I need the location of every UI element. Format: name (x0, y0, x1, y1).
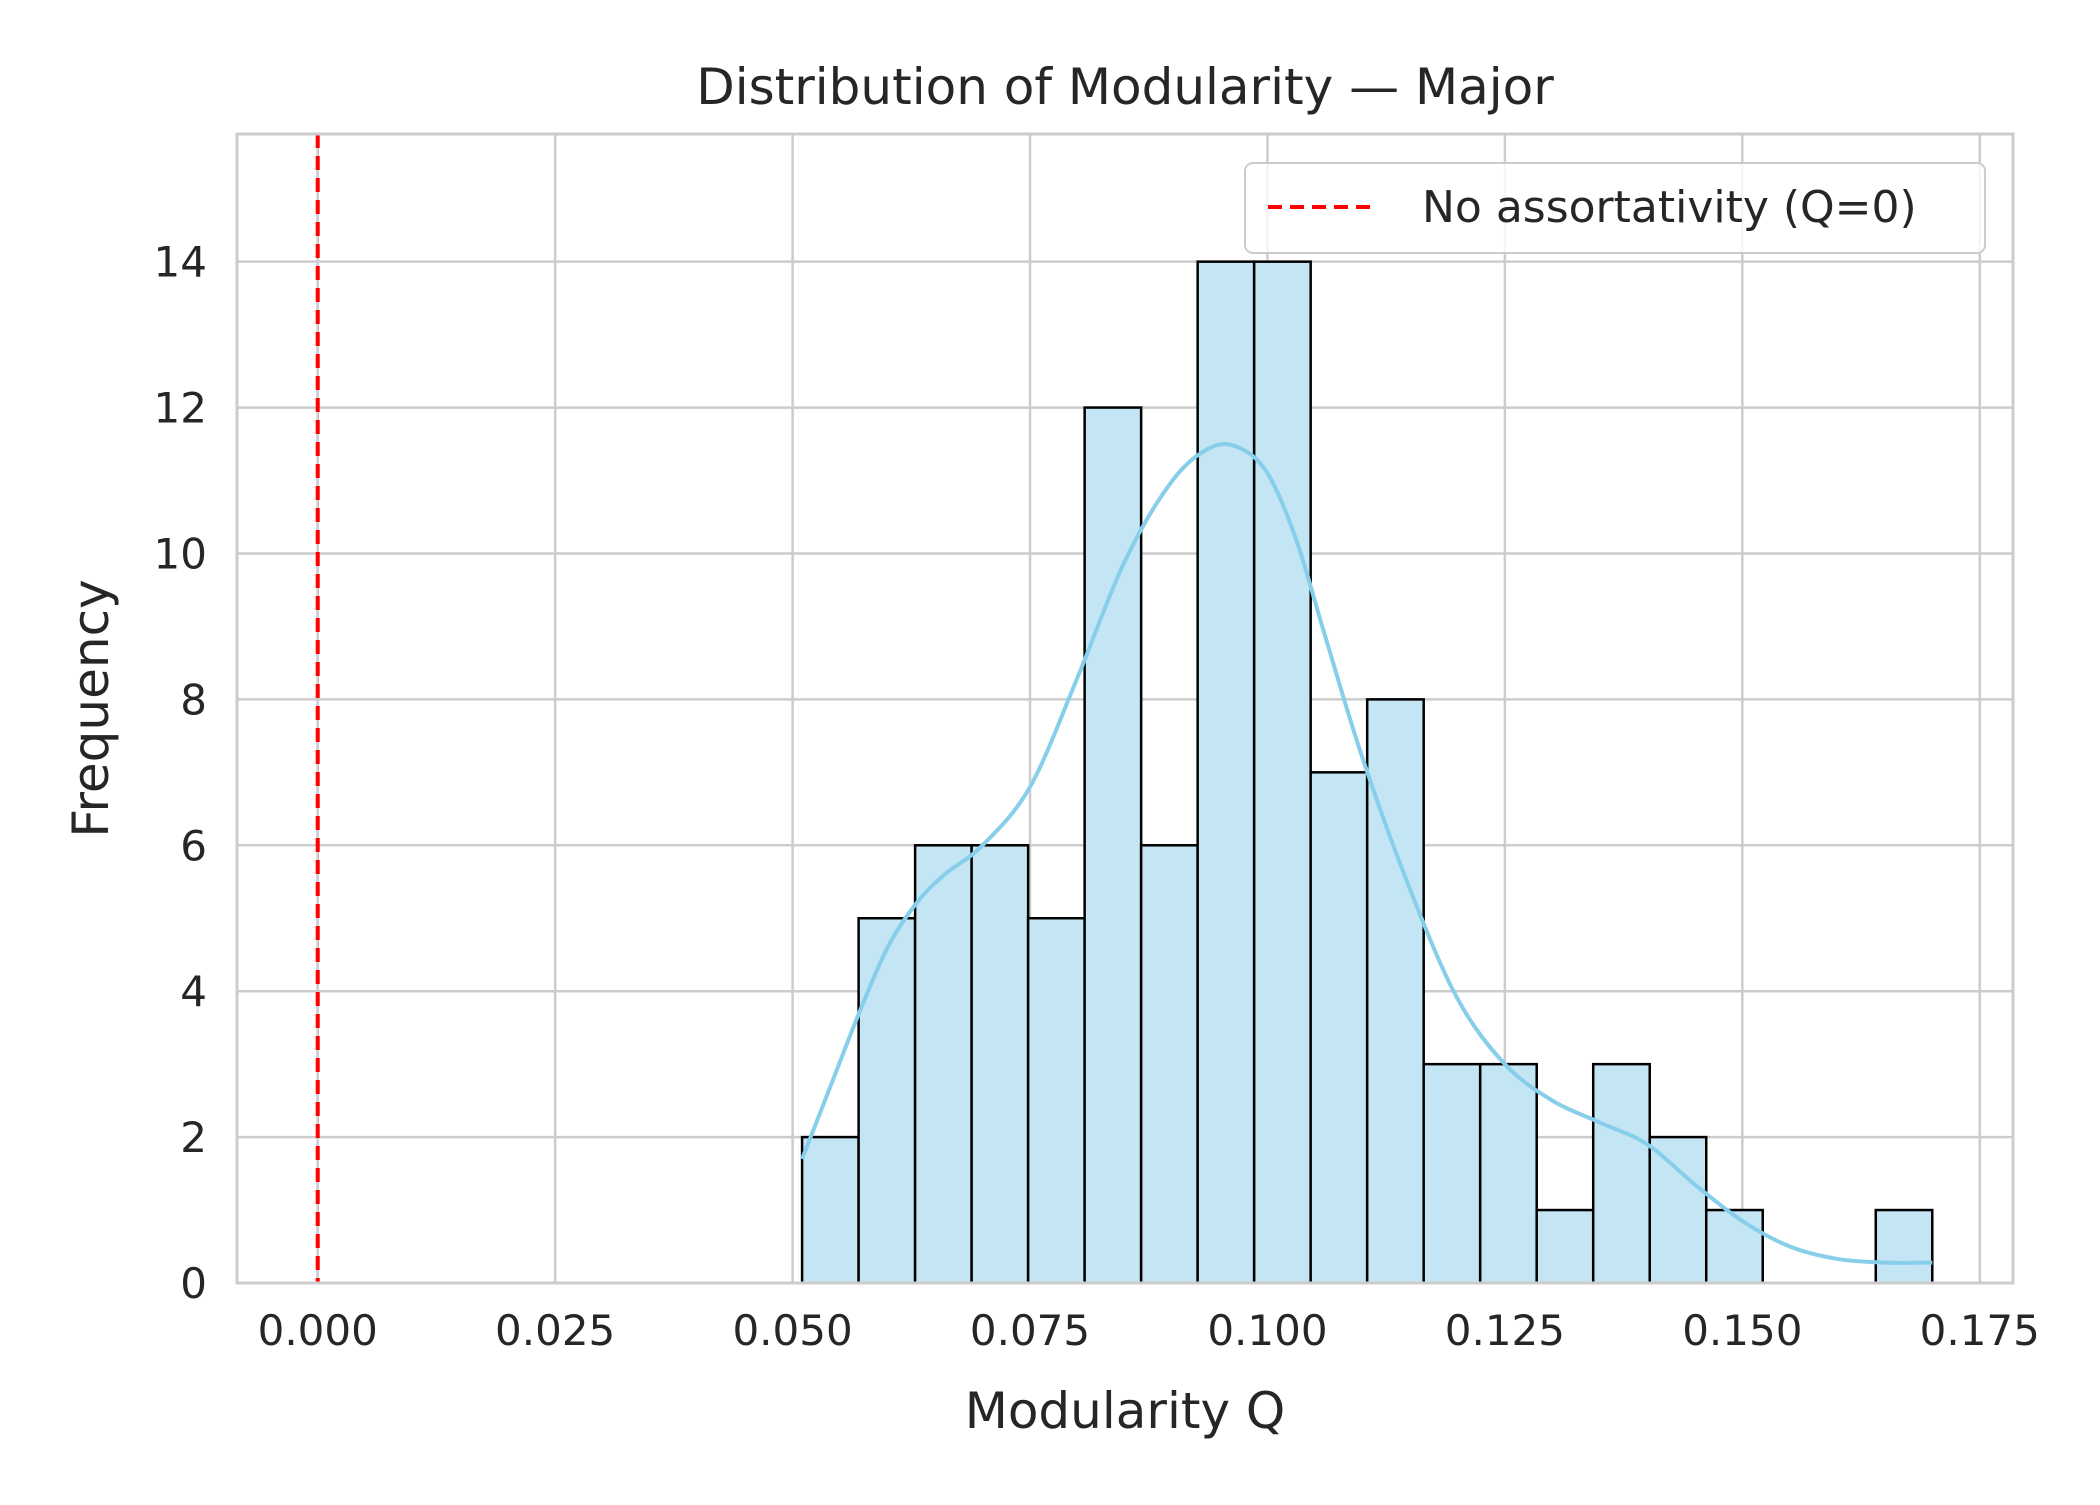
histogram-bar (1874, 1208, 1934, 1285)
y-tick-label: 12 (154, 384, 207, 433)
histogram-bar (1083, 406, 1143, 1285)
histogram-bar (1139, 844, 1199, 1285)
x-tick-label: 0.025 (495, 1306, 615, 1355)
x-tick-label: 0.075 (970, 1306, 1090, 1355)
histogram-bars (800, 260, 1934, 1285)
y-axis-label: Frequency (62, 579, 120, 837)
x-tick-labels: 0.000 0.025 0.050 0.075 0.100 0.125 0.150 0.175 (258, 1306, 2040, 1355)
x-tick-label: 0.150 (1682, 1306, 1802, 1355)
kde-curve-group (800, 442, 1933, 1265)
y-tick-label: 6 (180, 821, 207, 870)
histogram-bar (1704, 1208, 1764, 1285)
y-tick-label: 14 (154, 238, 207, 287)
histogram-bar (1309, 771, 1369, 1285)
histogram-bar (1365, 698, 1425, 1285)
plot-frame (235, 132, 2015, 1285)
legend: No assortativity (Q=0) (1244, 162, 1986, 254)
histogram-bar (1591, 1062, 1651, 1285)
histogram-bar (1252, 260, 1312, 1285)
histogram-bar (857, 916, 917, 1285)
histogram-bar (1648, 1135, 1708, 1285)
x-tick-label: 0.050 (732, 1306, 852, 1355)
x-tick-label: 0.000 (258, 1306, 378, 1355)
x-tick-label: 0.125 (1445, 1306, 1565, 1355)
y-tick-labels: 0 2 4 6 8 10 12 14 (154, 238, 207, 1308)
histogram-bar (913, 844, 973, 1285)
y-tick-label: 8 (180, 675, 207, 724)
y-tick-label: 0 (180, 1259, 207, 1308)
legend-label: No assortativity (Q=0) (1422, 182, 1917, 233)
histogram-bar (1196, 260, 1256, 1285)
x-tick-label: 0.100 (1207, 1306, 1327, 1355)
y-tick-label: 4 (180, 967, 207, 1016)
x-axis-label: Modularity Q (965, 1382, 1286, 1440)
histogram-bar (1478, 1062, 1538, 1285)
kde-curve (800, 442, 1933, 1265)
legend-box (1244, 162, 1986, 254)
histogram-bar (1026, 916, 1086, 1285)
histogram-bar (970, 844, 1030, 1285)
histogram-bar (800, 1135, 860, 1285)
x-tick-label: 0.175 (1920, 1306, 2040, 1355)
chart-title: Distribution of Modularity — Major (696, 58, 1554, 116)
y-tick-label: 10 (154, 529, 207, 578)
histogram-bar (1535, 1208, 1595, 1285)
histogram-bar (1422, 1062, 1482, 1285)
y-tick-label: 2 (180, 1113, 207, 1162)
